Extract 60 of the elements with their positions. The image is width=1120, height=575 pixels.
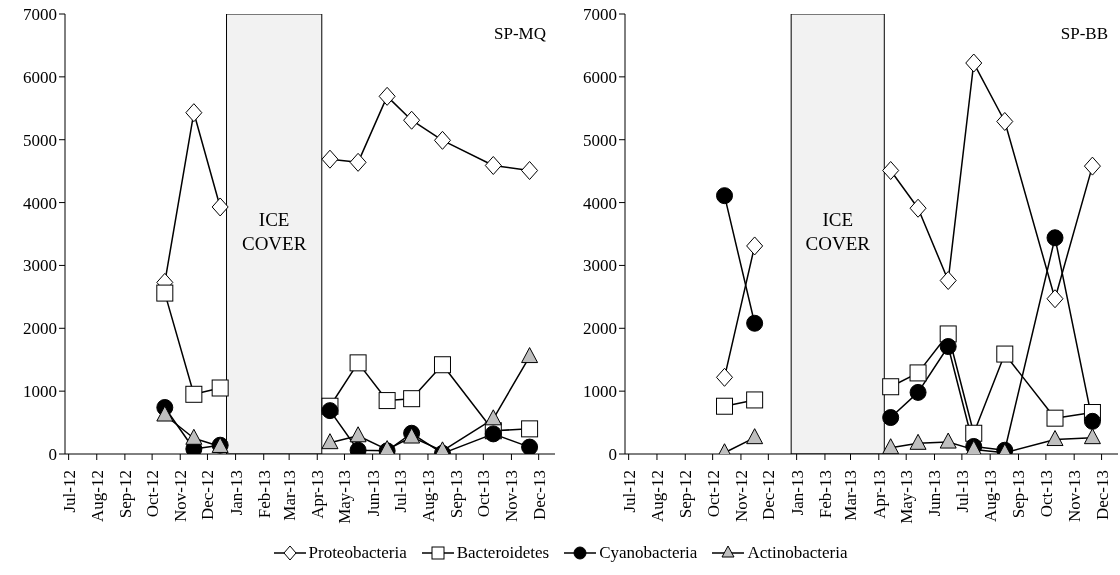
legend-label: Proteobacteria xyxy=(308,543,407,563)
x-tick-label: Aug-13 xyxy=(981,470,1001,522)
x-tick-label: May-13 xyxy=(897,470,917,524)
x-tick-label: Apr-13 xyxy=(869,470,889,519)
x-tick-label: Jun-13 xyxy=(925,470,945,517)
x-tick-label: Oct-13 xyxy=(474,470,494,518)
x-tick-label: Jan-13 xyxy=(226,470,246,516)
x-tick-label: Jun-13 xyxy=(363,470,383,517)
y-tick-label: 1000 xyxy=(23,382,57,402)
legend-label: Actinobacteria xyxy=(747,543,848,563)
x-tick-label: Aug-12 xyxy=(647,470,667,522)
x-tick-label: Dec-12 xyxy=(198,470,218,521)
x-tick-label: Feb-13 xyxy=(254,470,274,519)
x-tick-label: Oct-12 xyxy=(143,470,163,518)
x-tick-label: Dec-13 xyxy=(1092,470,1112,521)
y-tick-label: 0 xyxy=(48,445,57,465)
x-tick-label: Jan-13 xyxy=(787,470,807,516)
y-tick-label: 5000 xyxy=(23,130,57,150)
x-tick-label: Nov-13 xyxy=(502,470,522,522)
x-tick-label: Aug-13 xyxy=(418,470,438,522)
x-tick-label: Nov-13 xyxy=(1065,470,1085,522)
x-tick-label: Jul-12 xyxy=(619,470,639,513)
text: SP-MQ xyxy=(494,24,546,44)
x-tick-label: Jul-12 xyxy=(59,470,79,513)
y-tick-label: 4000 xyxy=(23,193,57,213)
x-tick-label: Dec-12 xyxy=(759,470,779,521)
y-tick-label: 5000 xyxy=(583,130,617,150)
x-tick-label: Nov-12 xyxy=(171,470,191,522)
y-tick-label: 7000 xyxy=(583,5,617,25)
x-tick-label: Feb-13 xyxy=(815,470,835,519)
x-tick-label: Oct-13 xyxy=(1036,470,1056,518)
x-tick-label: Dec-13 xyxy=(529,470,549,521)
x-tick-label: Sep-12 xyxy=(676,470,696,519)
x-tick-label: Jul-13 xyxy=(952,470,972,513)
x-tick-label: Nov-12 xyxy=(731,470,751,522)
x-tick-label: May-13 xyxy=(335,470,355,524)
x-tick-label: Mar-13 xyxy=(280,470,300,521)
y-tick-label: 6000 xyxy=(583,67,617,87)
y-tick-label: 7000 xyxy=(23,5,57,25)
y-tick-label: 2000 xyxy=(583,319,617,339)
y-tick-label: 6000 xyxy=(23,67,57,87)
x-tick-label: Sep-13 xyxy=(447,470,467,519)
y-tick-label: 1000 xyxy=(583,382,617,402)
x-tick-label: Aug-12 xyxy=(87,470,107,522)
y-tick-label: 3000 xyxy=(583,256,617,276)
y-tick-label: 4000 xyxy=(583,193,617,213)
band-label: ICE COVER xyxy=(241,209,307,254)
x-tick-label: Sep-12 xyxy=(115,470,135,519)
legend-label: Bacteroidetes xyxy=(456,543,550,563)
x-tick-label: Apr-13 xyxy=(308,470,328,519)
y-tick-label: 2000 xyxy=(23,319,57,339)
legend-label: Cyanobacteria xyxy=(599,543,698,563)
x-tick-label: Jul-13 xyxy=(390,470,410,513)
x-tick-label: Mar-13 xyxy=(841,470,861,521)
y-tick-label: 0 xyxy=(608,445,617,465)
x-tick-label: Sep-13 xyxy=(1009,470,1029,519)
band-label: ICE COVER xyxy=(805,209,871,254)
y-tick-label: 3000 xyxy=(23,256,57,276)
x-tick-label: Oct-12 xyxy=(703,470,723,518)
text: SP-BB xyxy=(1060,24,1108,44)
